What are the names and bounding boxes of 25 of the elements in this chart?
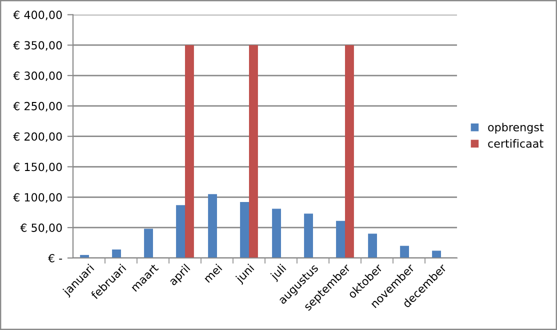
- bar: [432, 250, 441, 258]
- y-tick-label: € 200,00: [13, 132, 62, 142]
- y-tick-label: € 150,00: [13, 162, 62, 172]
- legend-label: opbrengst: [488, 122, 544, 134]
- bar: [400, 246, 409, 258]
- y-tick-label: € 100,00: [13, 193, 62, 203]
- y-tick-label: € 400,00: [13, 10, 62, 20]
- bar: [240, 202, 249, 258]
- bar: [249, 45, 258, 258]
- legend-label: certificaat: [488, 139, 544, 148]
- bar: [336, 220, 345, 258]
- bar: [208, 194, 217, 258]
- y-tick-label: € -: [48, 254, 62, 262]
- bar: [304, 214, 313, 258]
- bar: [112, 249, 121, 258]
- bar: [345, 45, 354, 258]
- bar: [272, 208, 281, 258]
- bar: [144, 228, 153, 258]
- y-tick-label: € 50,00: [20, 224, 62, 234]
- y-tick-label: € 300,00: [13, 72, 62, 82]
- bar: [368, 234, 377, 258]
- y-tick-label: € 350,00: [13, 41, 62, 51]
- bar: [185, 45, 194, 258]
- bar: [176, 205, 185, 258]
- y-tick-label: € 250,00: [13, 102, 62, 112]
